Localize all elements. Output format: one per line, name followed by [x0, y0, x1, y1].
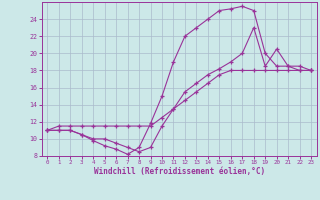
- X-axis label: Windchill (Refroidissement éolien,°C): Windchill (Refroidissement éolien,°C): [94, 167, 265, 176]
